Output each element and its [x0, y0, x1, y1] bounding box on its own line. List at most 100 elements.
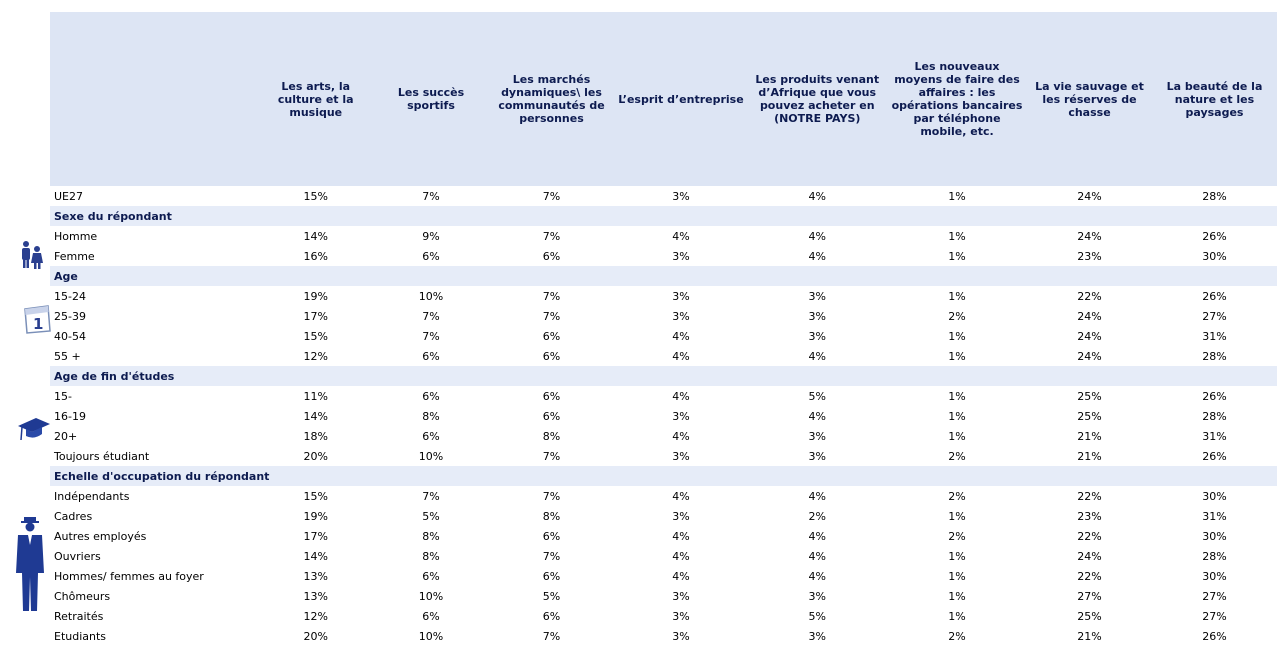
row-label: 15- — [54, 389, 72, 403]
cell: 15% — [303, 329, 328, 343]
cell: 17% — [303, 309, 328, 323]
cell: 1% — [948, 349, 966, 363]
cell: 3% — [672, 409, 690, 423]
cell: 27% — [1202, 609, 1227, 623]
cell: 3% — [672, 609, 690, 623]
cell: 28% — [1202, 549, 1227, 563]
cell: 6% — [542, 529, 561, 543]
row-label: 16-19 — [54, 409, 86, 423]
cell: 1% — [948, 229, 966, 243]
cell: 25% — [1077, 409, 1102, 423]
cell: 4% — [672, 549, 690, 563]
cell: 16% — [303, 249, 328, 263]
cell: 12% — [303, 349, 328, 363]
section-title: Age de fin d'études — [50, 366, 1277, 386]
cell: 1% — [948, 249, 966, 263]
gender-icon — [22, 241, 43, 269]
cell: 26% — [1202, 229, 1227, 243]
cell: 22% — [1077, 289, 1102, 303]
cell: 3% — [808, 329, 826, 343]
cell: 10% — [418, 289, 444, 303]
cell: 1% — [948, 609, 966, 623]
data-row: Etudiants 20% 10% 7% 3% 3% 2% 21% 26% — [50, 626, 1277, 646]
cell: 4% — [672, 529, 690, 543]
cell: 9% — [422, 229, 440, 243]
cell: 14% — [303, 229, 328, 243]
data-row: 15-24 19% 10% 7% 3% 3% 1% 22% 26% — [50, 286, 1277, 306]
data-row: Chômeurs 13% 10% 5% 3% 3% 1% 27% 27% — [50, 586, 1277, 606]
cell: 7% — [422, 489, 440, 503]
cell: 30% — [1202, 529, 1227, 543]
cell: 22% — [1077, 529, 1102, 543]
column-header: La vie sauvage et les réserves de chasse — [1027, 12, 1152, 186]
cell: 6% — [542, 609, 561, 623]
column-header: Les nouveaux moyens de faire des affaire… — [887, 12, 1027, 186]
cell: 8% — [542, 429, 561, 443]
cell: 4% — [672, 429, 690, 443]
cell: 31% — [1202, 329, 1227, 343]
cell: 21% — [1077, 629, 1102, 643]
cell: 3% — [808, 289, 826, 303]
cell: 6% — [542, 349, 561, 363]
header-corner — [50, 12, 258, 186]
data-row: Ouvriers 14% 8% 7% 4% 4% 1% 24% 28% — [50, 546, 1277, 566]
row-label: 15-24 — [54, 289, 86, 303]
cell: 13% — [303, 569, 328, 583]
cell: 4% — [672, 389, 690, 403]
data-row: 16-19 14% 8% 6% 3% 4% 1% 25% 28% — [50, 406, 1277, 426]
cell: 8% — [422, 529, 440, 543]
cell: 28% — [1202, 189, 1227, 203]
cell: 8% — [422, 549, 440, 563]
cell: 3% — [672, 629, 690, 643]
cell: 1% — [948, 589, 966, 603]
data-row: Femme 16% 6% 6% 3% 4% 1% 23% 30% — [50, 246, 1277, 266]
cell: 10% — [418, 449, 444, 463]
cell: 15% — [303, 189, 328, 203]
cell: 4% — [808, 489, 826, 503]
cell: 7% — [422, 309, 440, 323]
cell: 1% — [948, 329, 966, 343]
cell: 5% — [422, 509, 440, 523]
cell: 4% — [672, 349, 690, 363]
cell: 6% — [422, 609, 440, 623]
cell: 4% — [808, 409, 826, 423]
cell: 15% — [303, 489, 328, 503]
cell: 4% — [808, 569, 826, 583]
cell: 2% — [948, 489, 966, 503]
cell: 4% — [672, 229, 690, 243]
cell: 3% — [808, 449, 826, 463]
cell: 2% — [808, 509, 826, 523]
cell: 31% — [1202, 509, 1227, 523]
cell: 1% — [948, 549, 966, 563]
cell: 7% — [542, 549, 561, 563]
cell: 19% — [303, 289, 328, 303]
cell: 20% — [303, 629, 328, 643]
section-row: Age — [50, 266, 1277, 286]
data-row: Cadres 19% 5% 8% 3% 2% 1% 23% 31% — [50, 506, 1277, 526]
cell: 8% — [542, 509, 561, 523]
section-row: Echelle d'occupation du répondant — [50, 466, 1277, 486]
row-label: Ouvriers — [54, 549, 101, 563]
cell: 28% — [1202, 409, 1227, 423]
column-header: Les marchés dynamiques\ les communautés … — [488, 12, 615, 186]
data-row: 55 + 12% 6% 6% 4% 4% 1% 24% 28% — [50, 346, 1277, 366]
cell: 28% — [1202, 349, 1227, 363]
cell: 6% — [422, 389, 440, 403]
cell: 1% — [948, 189, 966, 203]
row-label: Autres employés — [54, 529, 147, 543]
cell: 6% — [422, 249, 440, 263]
cell: 21% — [1077, 449, 1102, 463]
section-title: Age — [50, 266, 1277, 286]
cell: 4% — [672, 569, 690, 583]
cell: 24% — [1077, 309, 1102, 323]
cell: 26% — [1202, 289, 1227, 303]
cell: 4% — [808, 529, 826, 543]
section-title: Echelle d'occupation du répondant — [50, 466, 1277, 486]
cell: 27% — [1202, 309, 1227, 323]
cell: 27% — [1202, 589, 1227, 603]
cell: 12% — [303, 609, 328, 623]
cell: 2% — [948, 629, 966, 643]
cell: 18% — [303, 429, 328, 443]
section-title: Sexe du répondant — [50, 206, 1277, 226]
